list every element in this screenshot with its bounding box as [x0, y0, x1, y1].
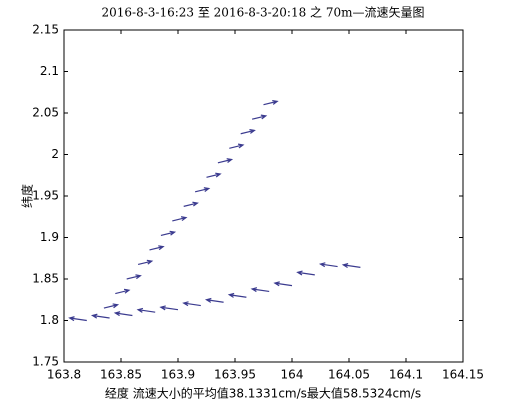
- velocity-arrow: [206, 172, 222, 178]
- velocity-arrow: [250, 287, 270, 293]
- x-tick-label: 163.85: [100, 368, 142, 382]
- x-axis-label: 经度 流速大小的平均值38.1331cm/s最大值58.5324cm/s: [105, 386, 421, 401]
- velocity-arrow: [183, 201, 199, 207]
- velocity-arrow: [160, 230, 177, 237]
- velocity-arrow: [137, 259, 154, 266]
- velocity-arrow: [149, 245, 165, 251]
- velocity-arrow: [217, 158, 234, 164]
- velocity-arrow: [229, 143, 245, 149]
- velocity-arrow: [240, 129, 256, 135]
- x-tick-label: 164: [281, 368, 304, 382]
- x-tick-label: 163.95: [214, 368, 256, 382]
- velocity-arrow: [136, 307, 156, 313]
- velocity-arrow: [227, 292, 247, 298]
- velocity-arrow: [251, 114, 268, 120]
- y-tick-label: 2.15: [32, 23, 59, 37]
- x-tick-label: 163.9: [161, 368, 195, 382]
- y-tick-label: 1.8: [40, 313, 59, 327]
- velocity-arrow: [296, 270, 315, 276]
- x-tick-label: 164.15: [442, 368, 484, 382]
- x-tick-label: 164.1: [389, 368, 423, 382]
- y-tick-label: 1.75: [32, 355, 59, 369]
- x-tick-label: 164.05: [328, 368, 370, 382]
- y-tick-label: 2.1: [40, 64, 59, 78]
- y-tick-label: 2: [51, 147, 59, 161]
- velocity-arrow: [68, 316, 87, 322]
- velocity-arrow: [194, 187, 211, 193]
- velocity-arrow: [113, 311, 133, 317]
- velocity-arrow: [172, 216, 188, 222]
- y-axis-label: 纬度: [20, 184, 35, 208]
- x-tick-label: 163.8: [47, 368, 81, 382]
- chart-title: 2016-8-3-16:23 至 2016-8-3-20:18 之 70m—流速…: [101, 6, 424, 20]
- velocity-arrow: [90, 313, 110, 319]
- velocity-arrow: [341, 263, 361, 268]
- y-tick-label: 1.95: [32, 189, 59, 203]
- velocity-arrow: [263, 99, 279, 106]
- velocity-arrow: [318, 262, 338, 268]
- velocity-arrow: [159, 305, 179, 311]
- velocity-arrow: [182, 301, 201, 307]
- velocity-arrow: [273, 281, 293, 287]
- y-tick-label: 1.9: [40, 230, 59, 244]
- y-tick-label: 2.05: [32, 106, 59, 120]
- y-tick-label: 1.85: [32, 272, 59, 286]
- velocity-arrow: [103, 303, 120, 309]
- velocity-arrow: [204, 297, 224, 303]
- velocity-arrow: [115, 288, 131, 295]
- velocity-arrow: [126, 274, 142, 280]
